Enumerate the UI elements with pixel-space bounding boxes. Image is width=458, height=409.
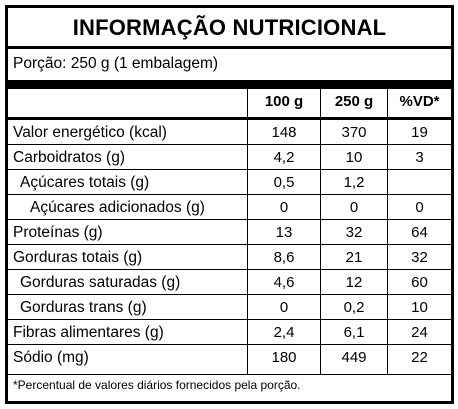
nutrient-value: 13 <box>275 224 293 241</box>
nutrient-value: 21 <box>345 249 363 266</box>
nutrient-value: 22 <box>411 349 428 366</box>
title-rule <box>8 46 451 49</box>
nutrient-label: Açúcares adicionados (g) <box>30 199 205 216</box>
nutrient-label: Gorduras trans (g) <box>20 299 147 316</box>
nutrient-label: Açúcares totais (g) <box>20 174 150 191</box>
row-divider <box>8 194 451 195</box>
nutrient-value: 3 <box>415 149 424 166</box>
table-row: Sódio (mg) 180 449 22 <box>8 345 451 370</box>
nutrient-label: Fibras alimentares (g) <box>13 324 164 341</box>
nutrient-label: Sódio (mg) <box>13 349 89 366</box>
row-divider <box>8 144 451 145</box>
nutrient-value: 0 <box>349 199 359 216</box>
thick-rule <box>8 80 451 89</box>
nutrient-value: 10 <box>345 149 363 166</box>
column-header-250g: 250 g <box>334 93 374 110</box>
nutrient-value: 0 <box>279 299 289 316</box>
nutrient-label: Gorduras totais (g) <box>13 249 143 266</box>
nutrient-value: 6,1 <box>343 324 365 341</box>
nutrient-value: 10 <box>411 299 428 316</box>
nutrient-label: Proteínas (g) <box>13 224 103 241</box>
nutrient-label: Gorduras saturadas (g) <box>20 274 181 291</box>
nutrient-value: 32 <box>411 249 428 266</box>
nutrient-value: 64 <box>411 224 428 241</box>
column-divider <box>387 89 388 375</box>
table-row: Carboidratos (g) 4,2 10 3 <box>8 145 451 170</box>
nutrient-value: 24 <box>411 324 428 341</box>
nutrient-value: 60 <box>411 274 428 291</box>
column-divider <box>247 89 248 375</box>
bottom-rule <box>8 374 451 375</box>
column-divider <box>320 89 321 375</box>
nutrient-value: 4,6 <box>273 274 295 291</box>
nutrient-value: 19 <box>411 124 428 141</box>
nutrient-label: Carboidratos (g) <box>13 149 125 166</box>
nutrient-value: 180 <box>271 349 297 366</box>
row-divider <box>8 269 451 270</box>
nutrient-value: 2,4 <box>273 324 295 341</box>
nutrient-value: 0,2 <box>343 299 365 316</box>
nutrient-value: 4,2 <box>273 149 295 166</box>
row-divider <box>8 169 451 170</box>
nutrient-value: 12 <box>345 274 363 291</box>
table-row: Gorduras saturadas (g) 4,6 12 60 <box>8 270 451 295</box>
column-header-vd: %VD* <box>399 93 440 110</box>
nutrient-value: 1,2 <box>343 174 365 191</box>
portion-text: Porção: 250 g (1 embalagem) <box>13 55 219 72</box>
nutrient-value: 8,6 <box>273 249 295 266</box>
nutrient-value: 32 <box>345 224 363 241</box>
nutrient-value: 0,5 <box>273 174 295 191</box>
table-row: Proteínas (g) 13 32 64 <box>8 220 451 245</box>
footnote: *Percentual de valores diários fornecido… <box>13 378 301 392</box>
table-row: Açúcares totais (g) 0,5 1,2 <box>8 170 451 195</box>
nutrient-value: 449 <box>341 349 367 366</box>
row-divider <box>8 344 451 345</box>
nutrient-value: 370 <box>341 124 367 141</box>
nutrient-value <box>388 170 451 195</box>
nutrient-value: 0 <box>415 199 424 216</box>
nutrient-label: Valor energético (kcal) <box>13 124 167 141</box>
table-row: Valor energético (kcal) 148 370 19 <box>8 120 451 145</box>
header-rule <box>8 117 451 120</box>
column-header-100g: 100 g <box>264 93 304 110</box>
nutrition-facts-panel: INFORMAÇÃO NUTRICIONAL Porção: 250 g (1 … <box>5 5 454 404</box>
row-divider <box>8 219 451 220</box>
row-divider <box>8 244 451 245</box>
table-row: Açúcares adicionados (g) 0 0 0 <box>8 195 451 220</box>
panel-title: INFORMAÇÃO NUTRICIONAL <box>72 15 387 40</box>
row-divider <box>8 319 451 320</box>
nutrient-value: 0 <box>279 199 289 216</box>
table-row: Fibras alimentares (g) 2,4 6,1 24 <box>8 320 451 345</box>
row-divider <box>8 294 451 295</box>
table-row: Gorduras trans (g) 0 0,2 10 <box>8 295 451 320</box>
nutrient-value: 148 <box>271 124 297 141</box>
table-row: Gorduras totais (g) 8,6 21 32 <box>8 245 451 270</box>
